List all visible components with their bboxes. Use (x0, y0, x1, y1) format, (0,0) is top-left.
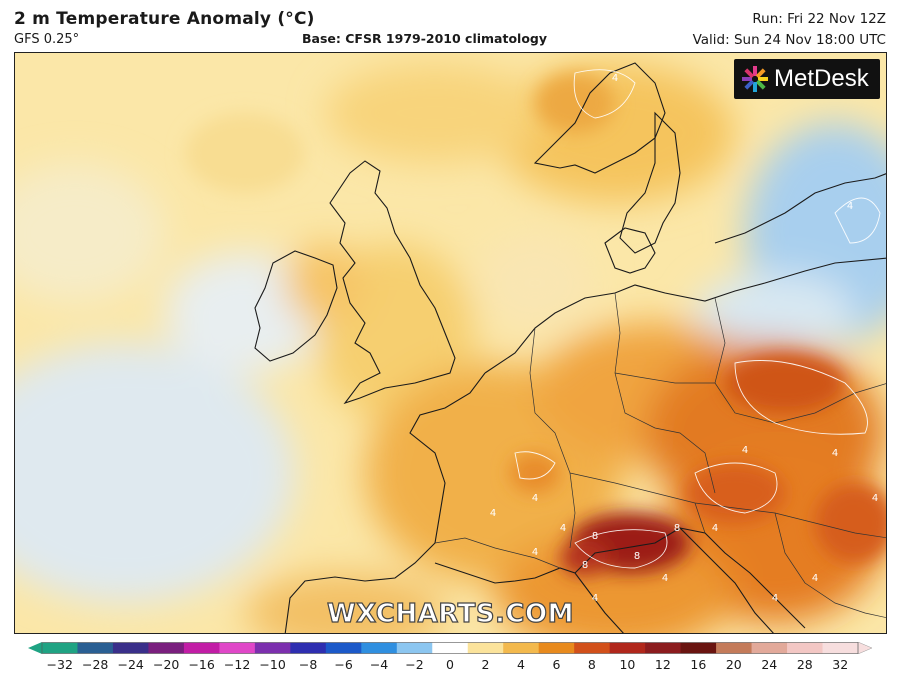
colorbar-segment (148, 642, 185, 654)
colorbar-tick-label: −4 (369, 657, 389, 672)
colorbar-tick-label: −16 (188, 657, 215, 672)
anomaly-map: 4 4 4 4 4 4 4 4 4 4 4 4 4 8 8 8 8 4 MetD… (14, 52, 887, 634)
watermark: WXCHARTS.COM (326, 598, 574, 629)
map-canvas (15, 53, 886, 633)
colorbar-tick-label: −32 (46, 657, 73, 672)
contour-label: 4 (771, 593, 779, 604)
contour-label: 4 (661, 573, 669, 584)
chart-header: 2 m Temperature Anomaly (°C) GFS 0.25° B… (0, 0, 900, 52)
colorbar-segment (503, 642, 540, 654)
contour-label: 4 (711, 523, 719, 534)
colorbar-tick-label: 4 (516, 657, 525, 672)
contour-label: 8 (591, 531, 599, 542)
contour-label: 4 (871, 493, 879, 504)
model-label: GFS 0.25° (14, 32, 80, 47)
colorbar-segment (254, 642, 291, 654)
colorbar-tick-label: −6 (334, 657, 353, 672)
colorbar-segment (680, 642, 717, 654)
metdesk-star-icon (742, 66, 768, 92)
contour-label: 8 (673, 523, 681, 534)
colorbar-segment (751, 642, 788, 654)
colorbar-left-arrow-icon (28, 642, 42, 654)
base-climatology-label: Base: CFSR 1979-2010 climatology (302, 31, 548, 46)
colorbar-segment (467, 642, 504, 654)
colorbar-segment (645, 642, 682, 654)
contour-label: 4 (611, 73, 619, 84)
contour-label: 4 (811, 573, 819, 584)
colorbar-segment (574, 642, 611, 654)
contour-label: 4 (559, 523, 567, 534)
colorbar-segment (290, 642, 327, 654)
colorbar-segment (432, 642, 469, 654)
colorbar-segment (396, 642, 433, 654)
colorbar-tick-label: −8 (298, 657, 318, 672)
colorbar-tick-label: 32 (832, 657, 849, 672)
anomaly-field (15, 63, 886, 633)
contour-label: 4 (531, 493, 539, 504)
contour-label: 4 (741, 445, 749, 456)
colorbar-tick-label: 28 (796, 657, 813, 672)
contour-label: 4 (846, 201, 854, 212)
colorbar-tick-label: −2 (405, 657, 424, 672)
colorbar-segment (219, 642, 256, 654)
valid-time-label: Valid: Sun 24 Nov 18:00 UTC (692, 32, 886, 48)
run-time-label: Run: Fri 22 Nov 12Z (752, 11, 886, 27)
colorbar-tick-label: 12 (654, 657, 671, 672)
colorbar-right-arrow-icon (857, 642, 872, 654)
logo-text: MetDesk (774, 65, 869, 92)
colorbar-tick-label: 6 (552, 657, 561, 672)
colorbar-tick-label: 20 (725, 657, 742, 672)
colorbar (28, 642, 872, 654)
colorbar-tick-label: 24 (761, 657, 778, 672)
contour-label: 4 (591, 593, 599, 604)
coastlines (254, 62, 886, 633)
colorbar-segment (112, 642, 149, 654)
colorbar-tick-label: 8 (587, 657, 596, 672)
colorbar-segment (822, 642, 859, 654)
colorbar-segment (183, 642, 220, 654)
colorbar-tick-label: 2 (481, 657, 490, 672)
anomaly-contours (514, 69, 881, 569)
contour-label: 4 (489, 508, 497, 519)
colorbar-ticks: −32 −28 −24 −20 −16 −12 −10 −8 −6 −4 −2 0 2 4 6 8 10 12 16… (0, 657, 900, 677)
metdesk-logo: MetDesk (734, 59, 880, 99)
colorbar-tick-label: −12 (223, 657, 251, 672)
colorbar-tick-label: 0 (446, 657, 454, 672)
contour-label: 8 (633, 551, 641, 562)
country-borders (434, 292, 886, 618)
contour-label: 4 (531, 547, 539, 558)
colorbar-segment (77, 642, 114, 654)
colorbar-tick-label: −10 (259, 657, 286, 672)
chart-title: 2 m Temperature Anomaly (°C) (14, 9, 315, 29)
colorbar-segment (42, 642, 78, 654)
colorbar-segment (361, 642, 398, 654)
colorbar-segment (609, 642, 646, 654)
colorbar-segment (325, 642, 362, 654)
colorbar-segment (787, 642, 824, 654)
colorbar-segment (716, 642, 753, 654)
contour-label: 8 (581, 560, 589, 571)
colorbar-segment (538, 642, 575, 654)
contour-label: 4 (831, 448, 839, 459)
colorbar-tick-label: 10 (619, 657, 636, 672)
colorbar-tick-label: −20 (152, 657, 180, 672)
colorbar-tick-label: −24 (117, 657, 144, 672)
colorbar-tick-label: −28 (82, 657, 109, 672)
colorbar-segments (42, 642, 859, 654)
colorbar-tick-label: 16 (690, 657, 707, 672)
anomaly-hotspots (185, 73, 886, 576)
